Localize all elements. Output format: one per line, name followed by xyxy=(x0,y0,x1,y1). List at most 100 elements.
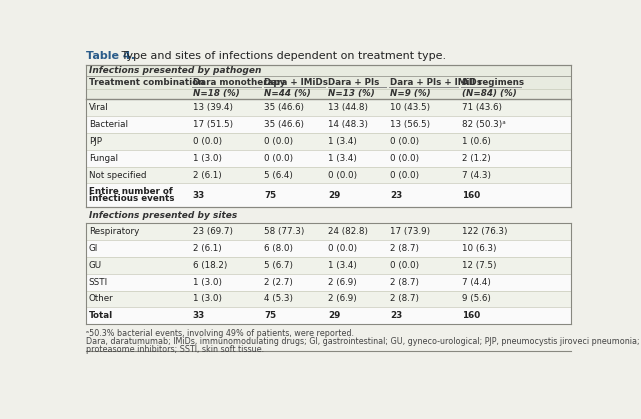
Text: Dara monotherapy: Dara monotherapy xyxy=(193,78,285,87)
Text: 1 (3.4): 1 (3.4) xyxy=(328,261,357,269)
Text: 33: 33 xyxy=(193,311,205,321)
Bar xyxy=(87,290,570,308)
Text: All regimens: All regimens xyxy=(462,78,524,87)
Text: 13 (44.8): 13 (44.8) xyxy=(328,103,369,112)
Text: Infections presented by pathogen: Infections presented by pathogen xyxy=(90,66,262,75)
Text: 0 (0.0): 0 (0.0) xyxy=(193,137,222,146)
Text: 160: 160 xyxy=(462,191,480,199)
Text: Table 4.: Table 4. xyxy=(87,52,135,62)
Text: 14 (48.3): 14 (48.3) xyxy=(328,120,369,129)
Text: 75: 75 xyxy=(265,311,277,321)
Text: Dara + Pls + IMiDs: Dara + Pls + IMiDs xyxy=(390,78,482,87)
Text: 1 (0.6): 1 (0.6) xyxy=(462,137,490,146)
Text: 5 (6.7): 5 (6.7) xyxy=(265,261,294,269)
Text: proteasome inhibitors; SSTI, skin soft tissue.: proteasome inhibitors; SSTI, skin soft t… xyxy=(87,345,265,354)
Text: Treatment combination: Treatment combination xyxy=(88,78,204,87)
Text: ᵃ50.3% bacterial events, involving 49% of patients, were reported.: ᵃ50.3% bacterial events, involving 49% o… xyxy=(87,329,354,338)
Text: 0 (0.0): 0 (0.0) xyxy=(265,154,294,163)
Bar xyxy=(87,99,570,116)
Text: 2 (6.9): 2 (6.9) xyxy=(328,295,357,303)
Text: 13 (39.4): 13 (39.4) xyxy=(193,103,233,112)
Bar xyxy=(87,150,570,166)
Text: 2 (6.1): 2 (6.1) xyxy=(193,171,222,179)
Bar xyxy=(87,184,570,207)
Text: SSTI: SSTI xyxy=(88,277,108,287)
Text: 2 (2.7): 2 (2.7) xyxy=(265,277,294,287)
Text: Other: Other xyxy=(88,295,113,303)
Text: 0 (0.0): 0 (0.0) xyxy=(328,171,358,179)
Bar xyxy=(87,76,570,89)
Bar xyxy=(87,223,570,240)
Text: 13 (56.5): 13 (56.5) xyxy=(390,120,430,129)
Text: 10 (6.3): 10 (6.3) xyxy=(462,244,496,253)
Text: 1 (3.4): 1 (3.4) xyxy=(328,137,357,146)
Text: 2 (8.7): 2 (8.7) xyxy=(390,277,419,287)
Text: 0 (0.0): 0 (0.0) xyxy=(265,137,294,146)
Bar xyxy=(87,166,570,184)
Text: 82 (50.3)ᵃ: 82 (50.3)ᵃ xyxy=(462,120,505,129)
Text: N=18 (%): N=18 (%) xyxy=(193,89,240,98)
Text: 9 (5.6): 9 (5.6) xyxy=(462,295,490,303)
Text: N=13 (%): N=13 (%) xyxy=(328,89,375,98)
Text: 17 (73.9): 17 (73.9) xyxy=(390,227,430,236)
Text: 23 (69.7): 23 (69.7) xyxy=(193,227,233,236)
Text: 12 (7.5): 12 (7.5) xyxy=(462,261,496,269)
Text: 2 (6.1): 2 (6.1) xyxy=(193,244,222,253)
Text: (N=84) (%): (N=84) (%) xyxy=(462,89,517,98)
Text: N=9 (%): N=9 (%) xyxy=(390,89,431,98)
Text: 0 (0.0): 0 (0.0) xyxy=(390,137,419,146)
Text: 71 (43.6): 71 (43.6) xyxy=(462,103,502,112)
Text: 7 (4.4): 7 (4.4) xyxy=(462,277,490,287)
Text: 122 (76.3): 122 (76.3) xyxy=(462,227,507,236)
Text: 17 (51.5): 17 (51.5) xyxy=(193,120,233,129)
Text: 0 (0.0): 0 (0.0) xyxy=(390,171,419,179)
Text: 1 (3.0): 1 (3.0) xyxy=(193,154,222,163)
Bar xyxy=(87,65,570,76)
Text: Fungal: Fungal xyxy=(88,154,118,163)
Bar xyxy=(87,274,570,290)
Bar xyxy=(87,89,570,99)
Text: Dara, daratumumab; IMiDs, immunomodulating drugs; GI, gastrointestinal; GU, gyne: Dara, daratumumab; IMiDs, immunomodulati… xyxy=(87,337,641,347)
Text: Not specified: Not specified xyxy=(88,171,146,179)
Text: 23: 23 xyxy=(390,311,402,321)
Text: 24 (82.8): 24 (82.8) xyxy=(328,227,369,236)
Text: 2 (8.7): 2 (8.7) xyxy=(390,295,419,303)
Text: Bacterial: Bacterial xyxy=(88,120,128,129)
Text: 58 (77.3): 58 (77.3) xyxy=(265,227,305,236)
Bar xyxy=(87,308,570,324)
Text: 160: 160 xyxy=(462,311,480,321)
Text: PJP: PJP xyxy=(88,137,102,146)
Text: Type and sites of infections dependent on treatment type.: Type and sites of infections dependent o… xyxy=(118,52,446,62)
Text: GU: GU xyxy=(88,261,102,269)
Text: 1 (3.4): 1 (3.4) xyxy=(328,154,357,163)
Text: 35 (46.6): 35 (46.6) xyxy=(265,120,304,129)
Text: 0 (0.0): 0 (0.0) xyxy=(390,154,419,163)
Text: infectious events: infectious events xyxy=(88,194,174,203)
Text: Infections presented by sites: Infections presented by sites xyxy=(90,211,238,220)
Text: 5 (6.4): 5 (6.4) xyxy=(265,171,294,179)
Text: Entire number of: Entire number of xyxy=(88,187,172,196)
Text: GI: GI xyxy=(88,244,98,253)
Text: 2 (6.9): 2 (6.9) xyxy=(328,277,357,287)
Text: 0 (0.0): 0 (0.0) xyxy=(328,244,358,253)
Text: 10 (43.5): 10 (43.5) xyxy=(390,103,430,112)
Bar xyxy=(87,240,570,257)
Text: 0 (0.0): 0 (0.0) xyxy=(390,261,419,269)
Text: Total: Total xyxy=(88,311,113,321)
Bar xyxy=(87,116,570,133)
Text: N=44 (%): N=44 (%) xyxy=(265,89,312,98)
Text: Dara + IMiDs: Dara + IMiDs xyxy=(265,78,328,87)
Text: 2 (1.2): 2 (1.2) xyxy=(462,154,490,163)
Bar xyxy=(87,257,570,274)
Text: 1 (3.0): 1 (3.0) xyxy=(193,295,222,303)
Text: 6 (8.0): 6 (8.0) xyxy=(265,244,294,253)
Text: Viral: Viral xyxy=(88,103,108,112)
Text: Dara + Pls: Dara + Pls xyxy=(328,78,379,87)
Text: 33: 33 xyxy=(193,191,205,199)
Bar xyxy=(87,133,570,150)
Text: 75: 75 xyxy=(265,191,277,199)
Text: 1 (3.0): 1 (3.0) xyxy=(193,277,222,287)
Text: 4 (5.3): 4 (5.3) xyxy=(265,295,294,303)
Text: 29: 29 xyxy=(328,191,340,199)
Text: 23: 23 xyxy=(390,191,402,199)
